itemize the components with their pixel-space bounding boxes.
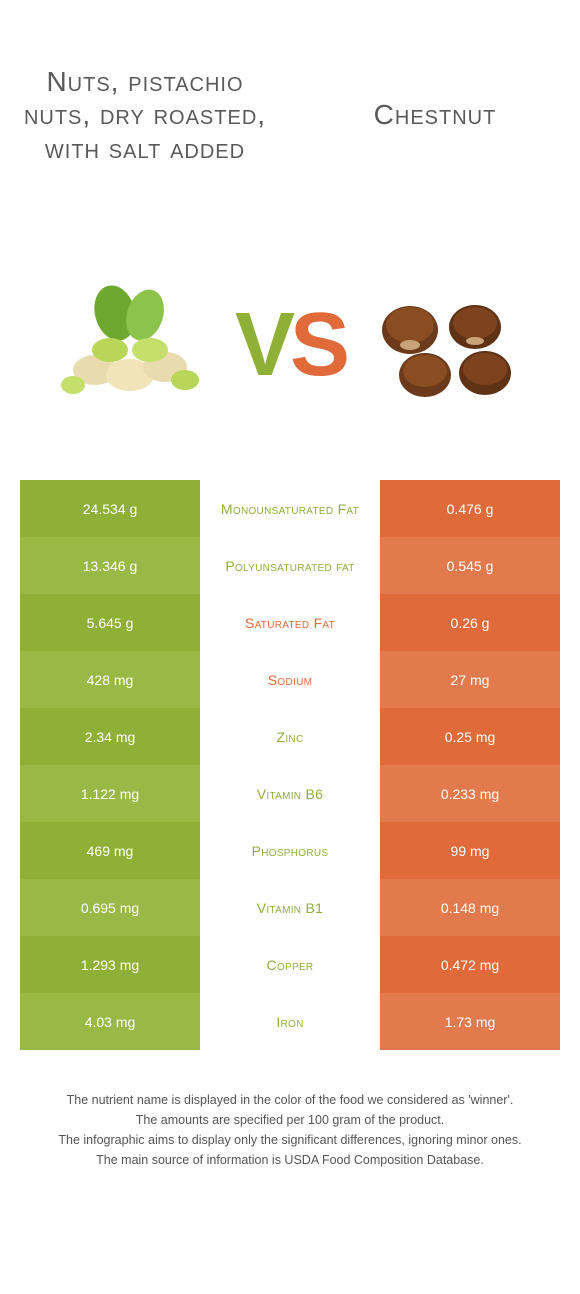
left-value: 0.695 mg	[20, 879, 200, 936]
left-value: 5.645 g	[20, 594, 200, 651]
table-row: 5.645 gSaturated Fat0.26 g	[20, 594, 560, 651]
table-row: 24.534 gMonounsaturated Fat0.476 g	[20, 480, 560, 537]
nutrient-label: Sodium	[200, 651, 380, 708]
nutrient-label: Zinc	[200, 708, 380, 765]
nutrient-label: Saturated Fat	[200, 594, 380, 651]
left-value: 24.534 g	[20, 480, 200, 537]
left-value: 4.03 mg	[20, 993, 200, 1050]
vs-s: S	[290, 295, 345, 395]
nutrient-label: Vitamin B6	[200, 765, 380, 822]
footer-line-2: The amounts are specified per 100 gram o…	[20, 1110, 560, 1130]
nutrient-label: Polyunsaturated fat	[200, 537, 380, 594]
right-food-title: Chestnut	[310, 98, 560, 132]
table-row: 1.293 mgCopper0.472 mg	[20, 936, 560, 993]
table-row: 4.03 mgIron1.73 mg	[20, 993, 560, 1050]
right-value: 27 mg	[380, 651, 560, 708]
footer-line-1: The nutrient name is displayed in the co…	[20, 1090, 560, 1110]
header: Nuts, pistachio nuts, dry roasted, with …	[0, 0, 580, 230]
left-value: 13.346 g	[20, 537, 200, 594]
table-row: 469 mgPhosphorus99 mg	[20, 822, 560, 879]
nutrient-label: Phosphorus	[200, 822, 380, 879]
table-row: 1.122 mgVitamin B60.233 mg	[20, 765, 560, 822]
footer-line-4: The main source of information is USDA F…	[20, 1150, 560, 1170]
table-row: 2.34 mgZinc0.25 mg	[20, 708, 560, 765]
left-food-title: Nuts, pistachio nuts, dry roasted, with …	[20, 65, 270, 166]
table-row: 13.346 gPolyunsaturated fat0.545 g	[20, 537, 560, 594]
footer-notes: The nutrient name is displayed in the co…	[20, 1090, 560, 1170]
header-right: Chestnut	[290, 88, 580, 142]
comparison-table: 24.534 gMonounsaturated Fat0.476 g13.346…	[20, 480, 560, 1050]
pistachio-image	[50, 275, 220, 415]
left-value: 428 mg	[20, 651, 200, 708]
vs-label: VS	[235, 294, 345, 397]
left-value: 1.122 mg	[20, 765, 200, 822]
vs-v: V	[235, 295, 290, 395]
right-value: 0.233 mg	[380, 765, 560, 822]
nutrient-label: Monounsaturated Fat	[200, 480, 380, 537]
nutrient-label: Copper	[200, 936, 380, 993]
right-value: 1.73 mg	[380, 993, 560, 1050]
chestnut-image	[360, 275, 530, 415]
vs-row: VS	[0, 230, 580, 460]
right-value: 0.148 mg	[380, 879, 560, 936]
table-row: 428 mgSodium27 mg	[20, 651, 560, 708]
footer-line-3: The infographic aims to display only the…	[20, 1130, 560, 1150]
left-value: 469 mg	[20, 822, 200, 879]
right-value: 0.25 mg	[380, 708, 560, 765]
right-value: 0.472 mg	[380, 936, 560, 993]
table-row: 0.695 mgVitamin B10.148 mg	[20, 879, 560, 936]
right-value: 0.26 g	[380, 594, 560, 651]
nutrient-label: Vitamin B1	[200, 879, 380, 936]
right-value: 0.545 g	[380, 537, 560, 594]
nutrient-label: Iron	[200, 993, 380, 1050]
left-value: 2.34 mg	[20, 708, 200, 765]
header-left: Nuts, pistachio nuts, dry roasted, with …	[0, 55, 290, 176]
right-value: 99 mg	[380, 822, 560, 879]
left-value: 1.293 mg	[20, 936, 200, 993]
right-value: 0.476 g	[380, 480, 560, 537]
